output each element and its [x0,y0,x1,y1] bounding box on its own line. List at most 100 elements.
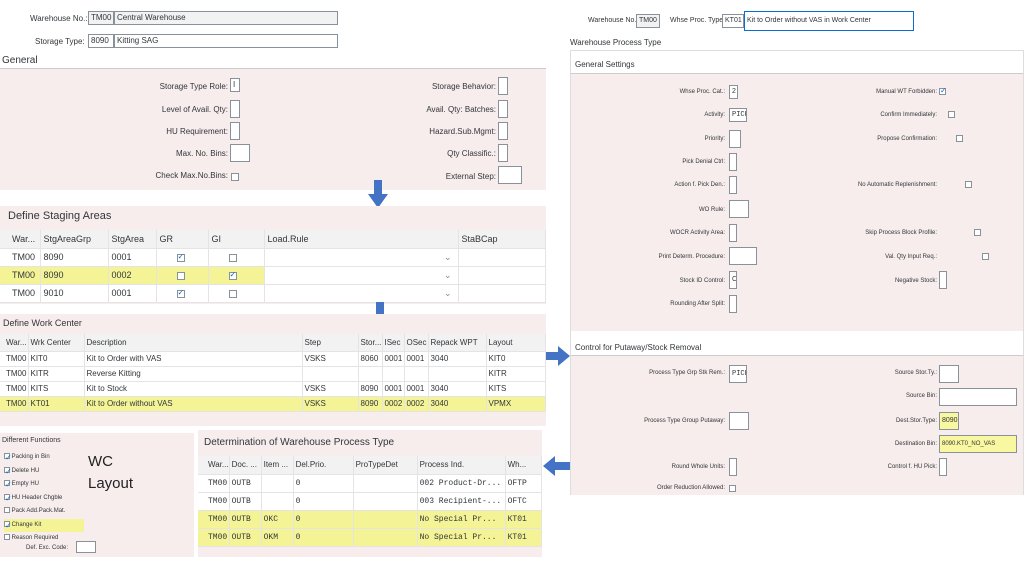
list-item[interactable]: Delete HU [4,465,84,478]
process-ind-dropdown[interactable]: No Special Pr... [417,510,506,529]
packing-in-bin-checkbox[interactable] [4,451,12,465]
col-stgareagrp[interactable]: StgAreaGrp [40,230,109,249]
neg-stock-field[interactable] [939,271,947,289]
storage-type-name-field[interactable]: Kitting SAG [114,34,338,48]
val-qty-checkbox[interactable] [982,253,990,260]
col-wrk-center[interactable]: Wrk Center [28,334,85,352]
gr-checkbox[interactable] [176,271,185,280]
activity-field[interactable]: PICK [729,108,747,122]
external-step-field[interactable] [498,166,522,184]
stock-id-field[interactable]: C [729,271,737,289]
table-row[interactable]: TM00 9010 0001 ⌄ [0,284,546,303]
ptg-stk-rem-field[interactable]: PICK [729,365,747,383]
table-row[interactable]: TM00 8090 0001 ⌄ [0,248,546,267]
table-row[interactable]: TM00 OUTB OKM 0 No Special Pr... KT01 [198,528,543,547]
process-ind-dropdown[interactable]: No Special Pr... [417,528,506,547]
col-war[interactable]: War... [0,230,41,249]
order-red-checkbox[interactable] [729,485,736,493]
col-gr[interactable]: GR [156,230,209,249]
list-item[interactable]: HU Header Chgble [4,492,84,505]
col-war[interactable]: War... [198,456,230,475]
hu-requirement-field[interactable] [230,122,240,140]
col-protypedet[interactable]: ProTypeDet [353,456,418,475]
col-description[interactable]: Description [84,334,303,352]
col-del-prio[interactable]: Del.Prio. [293,456,354,475]
gr-checkbox[interactable] [176,288,185,298]
confirm-imm-checkbox[interactable] [947,111,955,118]
table-row[interactable]: TM00 KITR Reverse Kitting KITR [0,366,546,382]
warehouse-name-field[interactable]: Central Warehouse [114,11,338,25]
action-pick-den-field[interactable] [729,176,737,194]
gi-checkbox[interactable] [228,270,237,280]
load-rule-dropdown[interactable]: ⌄ [264,266,459,285]
col-layout[interactable]: Layout [486,334,546,352]
col-stabcap[interactable]: StaBCap [458,230,546,249]
col-isec[interactable]: ISec [382,334,405,352]
print-determ-field[interactable] [729,247,757,265]
whse-proc-cat-field[interactable]: 2 [729,85,738,99]
reason-required-checkbox[interactable] [4,534,10,541]
list-item[interactable]: Reason Required [4,532,84,546]
process-ind-dropdown[interactable]: 002 Product-Dr... [417,474,506,493]
table-row[interactable]: TM00 OUTB 0 002 Product-Dr... OFTP [198,474,543,493]
avail-qty-batches-field[interactable] [498,100,508,118]
hu-header-chgble-checkbox[interactable] [4,492,12,505]
pack-add-pack-mat-checkbox[interactable] [4,507,10,514]
qty-classific-field[interactable] [498,144,508,162]
col-process-ind[interactable]: Process Ind. [417,456,506,475]
col-repack[interactable]: Repack WPT [428,334,487,352]
delete-hu-checkbox[interactable] [4,465,12,478]
process-ind-dropdown[interactable]: 003 Recipient-... [417,492,506,511]
max-no-bins-field[interactable] [230,144,250,162]
col-wh[interactable]: Wh... [505,456,543,475]
hazard-sub-field[interactable] [498,122,508,140]
col-osec[interactable]: OSec [404,334,429,352]
check-max-bins-checkbox[interactable] [231,172,239,181]
gi-checkbox[interactable] [228,289,237,298]
col-item[interactable]: Item ... [261,456,294,475]
col-load-rule[interactable]: Load.Rule [264,230,459,249]
table-row[interactable]: TM00 OUTB OKC 0 No Special Pr... KT01 [198,510,543,529]
empty-hu-checkbox[interactable] [4,478,12,492]
load-rule-dropdown[interactable]: ⌄ [264,248,459,267]
priority-field[interactable] [729,130,741,148]
col-doc[interactable]: Doc. ... [229,456,262,475]
storage-type-code-field[interactable]: 8090 [88,34,114,48]
col-stor[interactable]: Stor... [358,334,383,352]
table-row[interactable]: TM00 OUTB 0 003 Recipient-... OFTC [198,492,543,511]
round-whole-field[interactable] [729,458,737,476]
no-auto-repl-checkbox[interactable] [965,181,973,188]
col-gi[interactable]: GI [208,230,265,249]
propose-conf-checkbox[interactable] [956,135,964,142]
src-bin-field[interactable] [939,388,1017,406]
col-step[interactable]: Step [302,334,359,352]
change-kit-checkbox[interactable] [4,519,12,532]
level-avail-qty-field[interactable] [230,100,240,118]
list-item[interactable]: Change Kit [4,518,84,532]
col-war[interactable]: War... [0,334,29,352]
dest-bin-field[interactable]: 8090.KT0_NO_VAS [939,435,1017,453]
rounding-field[interactable] [729,295,737,313]
wpt-code-field[interactable]: KT01 [722,14,744,28]
wocr-field[interactable] [729,224,737,242]
table-row[interactable]: TM00 KT01 Kit to Order without VAS VSKS … [0,396,546,412]
list-item[interactable]: Packing in Bin [4,451,84,465]
list-item[interactable]: Empty HU [4,478,84,492]
wh-code-field[interactable]: TM00 [636,14,660,28]
storage-behavior-field[interactable] [498,77,508,95]
table-row[interactable]: TM00 KIT0 Kit to Order with VAS VSKS 806… [0,351,546,367]
pick-denial-field[interactable] [729,153,737,171]
col-stgarea[interactable]: StgArea [108,230,157,249]
gi-checkbox[interactable] [228,253,237,262]
gr-checkbox[interactable] [176,252,185,262]
manual-wt-checkbox[interactable] [939,86,947,95]
load-rule-dropdown[interactable]: ⌄ [264,284,459,303]
src-stor-type-field[interactable] [939,365,959,383]
wo-rule-field[interactable] [729,200,749,218]
skip-block-checkbox[interactable] [973,229,981,236]
control-hu-pick-field[interactable] [939,458,947,476]
list-item[interactable]: Pack Add.Pack.Mat. [4,505,84,519]
def-exc-code-field[interactable] [76,541,96,553]
warehouse-code-field[interactable]: TM00 [88,11,114,25]
dest-stor-type-field[interactable]: 8090 [939,412,959,430]
